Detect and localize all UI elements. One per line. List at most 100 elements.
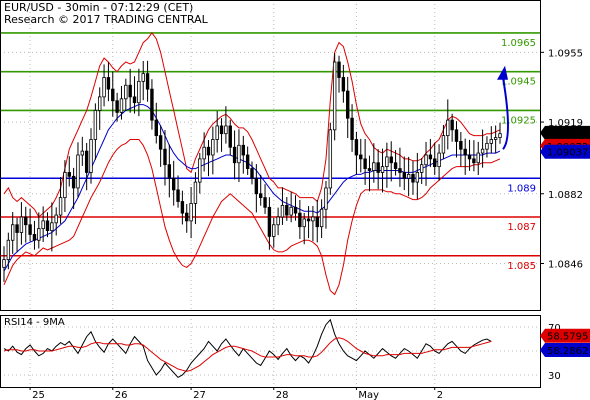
candle-down	[306, 218, 311, 222]
candle-down	[176, 189, 180, 202]
candle-down	[171, 177, 176, 191]
candle-up	[58, 197, 63, 216]
candle-down	[45, 220, 50, 231]
candle-down	[341, 77, 346, 92]
y-tick-label: 1.0882	[548, 190, 583, 201]
rsi-tick-label: 30	[548, 371, 561, 382]
candle-down	[398, 168, 402, 173]
candle-up	[372, 162, 376, 171]
x-tick-label: 2	[437, 390, 443, 400]
price-tag-moving_average-value: 1.09037	[547, 148, 588, 159]
candle-down	[402, 172, 406, 179]
candle-up	[202, 146, 206, 160]
candle-down	[337, 61, 341, 78]
candle-up	[19, 216, 24, 233]
chart-copyright: Research © 2017 TRADING CENTRAL	[4, 13, 208, 26]
candle-up	[119, 98, 124, 113]
candle-down	[472, 158, 476, 164]
candle-down	[254, 177, 259, 195]
candle-down	[354, 139, 359, 156]
candle-down	[232, 146, 237, 164]
candle-down	[128, 84, 132, 98]
rsi-tag-rsi-box	[540, 343, 590, 358]
rsi-tag-rsi-value: 58.2862	[547, 346, 588, 357]
candle-down	[84, 150, 89, 173]
candle-up	[11, 224, 15, 241]
candle-down	[359, 154, 363, 160]
candle-up	[198, 158, 202, 183]
candle-up	[272, 224, 276, 237]
candle-up	[76, 154, 80, 189]
forecast-arrow	[497, 65, 509, 150]
candle-up	[137, 80, 141, 104]
x-tick-label: May	[358, 390, 379, 400]
candle-down	[180, 201, 185, 214]
candle-up	[141, 73, 145, 82]
candle-down	[376, 162, 380, 173]
candle-down	[145, 73, 150, 90]
candle-down	[463, 148, 467, 156]
candle-up	[54, 214, 58, 224]
level-label-pivot: 1.089	[507, 183, 536, 194]
candle-up	[319, 208, 324, 228]
candle-down	[67, 172, 71, 177]
candle-up	[415, 172, 420, 183]
candle-up	[63, 172, 67, 199]
candle-up	[93, 110, 98, 140]
candle-down	[219, 125, 224, 135]
candle-down	[267, 206, 272, 237]
candle-up	[2, 259, 6, 268]
price-tag-price-value: 1.09134	[547, 129, 588, 140]
candle-up	[332, 61, 337, 131]
candle-up	[80, 150, 85, 156]
candle-down	[167, 164, 172, 179]
forecast-arrow-shaft	[502, 77, 509, 150]
forecast-arrow-head	[497, 65, 508, 80]
candle-up	[489, 139, 493, 144]
candle-up	[289, 206, 293, 216]
price-tag-price-box	[540, 125, 590, 140]
candle-down	[467, 154, 472, 160]
chart-grid	[0, 0, 540, 387]
candle-up	[328, 129, 333, 189]
candle-down	[154, 119, 158, 137]
candle-up	[189, 203, 193, 222]
candle-up	[485, 142, 489, 150]
level-label-support: 1.087	[507, 222, 536, 233]
rsi-tag-rsi_ma-box	[540, 328, 590, 343]
candle-down	[428, 154, 433, 160]
candle-up	[419, 164, 424, 173]
candle-down	[433, 158, 437, 168]
candle-down	[28, 224, 32, 235]
price-tag-moving_average-box	[540, 144, 590, 159]
chart-title: EUR/USD - 30min - 07:12:29 (CET)	[4, 1, 194, 14]
candle-up	[446, 119, 450, 137]
candle-up	[6, 239, 11, 261]
level-label-resistance: 1.0965	[501, 38, 536, 49]
rsi-panel-frame	[0, 315, 541, 388]
candle-up	[385, 156, 389, 168]
candle-up	[324, 187, 328, 210]
candle-down	[132, 96, 137, 104]
candle-down	[259, 193, 263, 199]
candle-down	[346, 90, 350, 119]
candle-down	[32, 234, 37, 241]
candle-down	[367, 168, 372, 171]
y-tick-label: 1.0846	[548, 260, 583, 271]
candle-down	[285, 204, 289, 216]
rsi-panel-title: RSI14 - 9MA	[4, 317, 65, 328]
x-tick-label: 26	[115, 390, 128, 400]
candle-up	[37, 228, 41, 241]
candle-down	[263, 197, 267, 208]
x-tick-label: 28	[276, 390, 289, 400]
candle-down	[250, 168, 254, 179]
candle-down	[454, 129, 459, 142]
candle-down	[111, 88, 115, 102]
x-tick-label: 25	[32, 390, 45, 400]
candle-down	[315, 216, 319, 228]
candle-down	[293, 206, 298, 214]
candle-up	[441, 135, 446, 154]
candle-down	[106, 77, 111, 90]
